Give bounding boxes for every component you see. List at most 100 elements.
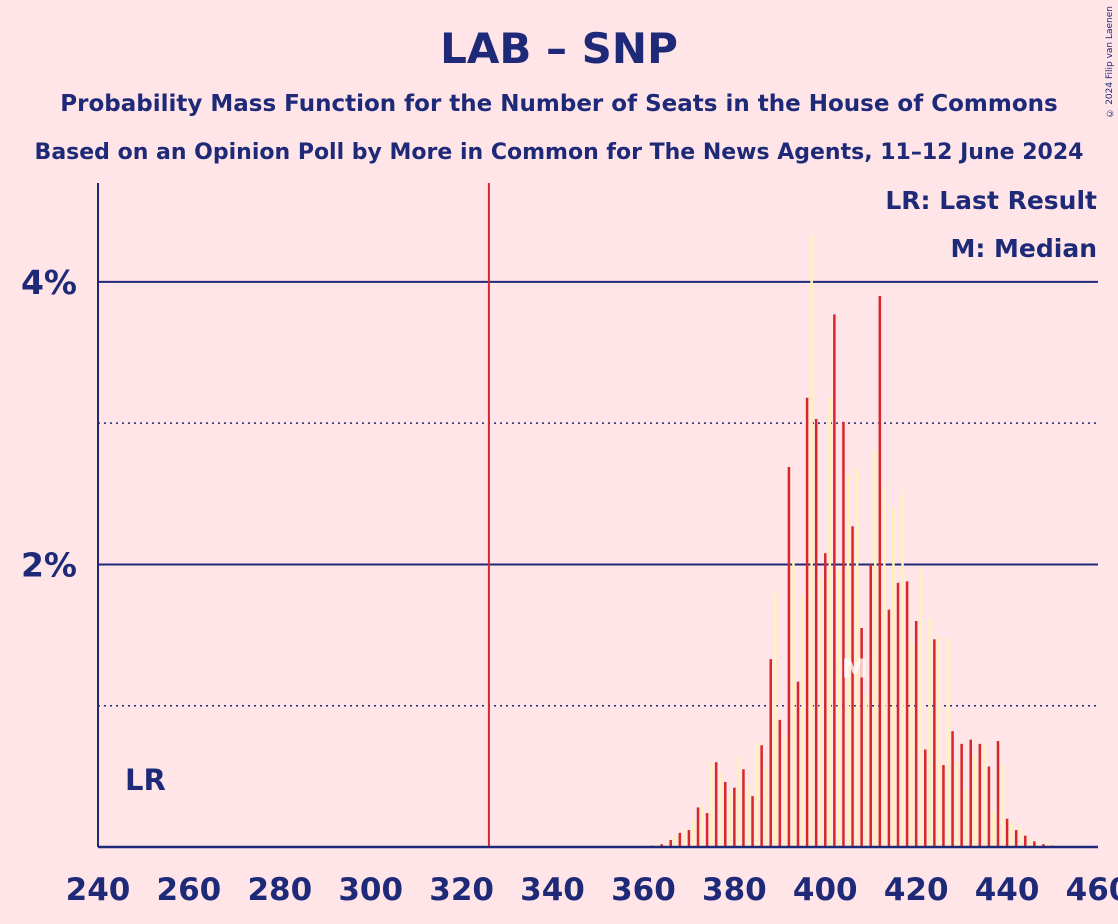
bar-431 (964, 789, 968, 847)
chart-subtitle: Probability Mass Function for the Number… (60, 91, 1058, 117)
bar-365 (664, 842, 668, 847)
bar-428 (951, 731, 954, 847)
median-marker: M (842, 654, 868, 684)
bar-440 (1005, 818, 1009, 847)
bar-420 (914, 620, 918, 847)
bar-415 (892, 507, 895, 847)
bar-407 (855, 468, 859, 847)
bar-411 (874, 450, 877, 847)
bar-409 (864, 694, 868, 847)
bar-390 (778, 719, 782, 847)
bar-371 (692, 818, 695, 847)
bar-388 (769, 659, 772, 847)
bar-397 (810, 235, 813, 847)
bar-384 (751, 796, 754, 847)
bar-396 (805, 397, 809, 847)
bar-373 (701, 804, 704, 847)
bar-405 (846, 474, 850, 847)
bar-439 (1001, 765, 1004, 847)
bar-442 (1014, 830, 1018, 847)
bar-434 (978, 743, 982, 847)
bar-403 (837, 571, 841, 847)
x-tick-460: 460 (1066, 872, 1118, 908)
y-tick-4: 4% (21, 263, 77, 302)
x-tick-labels: 240 260 280 300 320 340 360 380 400 420 440 460 (66, 872, 1118, 908)
bar-394 (796, 681, 800, 847)
bar-418 (905, 581, 909, 847)
x-tick-240: 240 (66, 872, 131, 908)
x-tick-420: 420 (884, 872, 949, 908)
bar-391 (783, 736, 786, 847)
bar-447 (1037, 842, 1041, 847)
legend-median: M: Median (950, 234, 1097, 263)
bar-377 (719, 773, 722, 847)
x-tick-440: 440 (975, 872, 1040, 908)
bar-445 (1028, 838, 1032, 847)
bar-369 (683, 828, 686, 847)
bar-413 (883, 486, 886, 847)
bar-378 (724, 782, 727, 847)
chart-title: LAB – SNP (440, 24, 678, 73)
x-tick-280: 280 (247, 872, 312, 908)
bar-417 (901, 489, 904, 847)
last-result-marker: LR (125, 763, 166, 797)
legend-last-result: LR: Last Result (885, 186, 1097, 215)
bar-398 (814, 418, 818, 847)
bar-446 (1033, 841, 1036, 847)
x-tick-260: 260 (157, 872, 222, 908)
bar-419 (910, 642, 913, 847)
bar-421 (919, 568, 922, 847)
bar-370 (687, 830, 691, 847)
y-tick-labels: 2% 4% (21, 263, 77, 585)
bar-402 (833, 314, 836, 848)
bar-404 (842, 421, 845, 847)
gridlines (98, 280, 1098, 707)
bar-430 (960, 743, 963, 847)
bar-399 (819, 578, 822, 847)
bar-423 (928, 618, 932, 847)
bar-368 (678, 832, 682, 847)
bar-416 (896, 582, 900, 847)
bar-381 (737, 756, 741, 847)
bar-393 (792, 561, 795, 847)
bar-426 (942, 765, 945, 847)
x-tick-360: 360 (611, 872, 676, 908)
bar-363 (655, 844, 659, 847)
bars (646, 235, 1054, 848)
bar-437 (992, 811, 995, 847)
x-tick-400: 400 (793, 872, 858, 908)
bar-400 (824, 553, 827, 847)
bar-392 (787, 466, 791, 847)
bar-389 (774, 592, 777, 847)
bar-366 (669, 839, 672, 847)
chart-subtitle-source: Based on an Opinion Poll by More in Comm… (34, 140, 1084, 165)
x-tick-320: 320 (429, 872, 494, 908)
bar-410 (869, 564, 872, 847)
bar-379 (728, 793, 732, 847)
bar-406 (851, 526, 854, 847)
bar-443 (1019, 827, 1022, 847)
bar-444 (1024, 835, 1027, 847)
bar-422 (924, 749, 927, 847)
bar-412 (878, 296, 882, 848)
bar-424 (933, 639, 936, 847)
x-tick-340: 340 (520, 872, 585, 908)
bar-429 (955, 762, 959, 847)
bar-374 (705, 813, 709, 847)
bar-395 (801, 595, 804, 847)
bar-376 (714, 762, 718, 847)
bar-367 (674, 835, 677, 847)
bar-438 (996, 741, 1000, 847)
bar-441 (1010, 822, 1013, 847)
bar-401 (828, 397, 832, 847)
bar-433 (974, 755, 977, 847)
bar-414 (887, 609, 891, 847)
bar-435 (983, 742, 986, 847)
bar-383 (746, 784, 750, 847)
bar-382 (742, 769, 745, 847)
bar-408 (860, 628, 863, 847)
bar-448 (1042, 844, 1045, 847)
bar-425 (937, 636, 941, 847)
bar-449 (1046, 841, 1050, 847)
